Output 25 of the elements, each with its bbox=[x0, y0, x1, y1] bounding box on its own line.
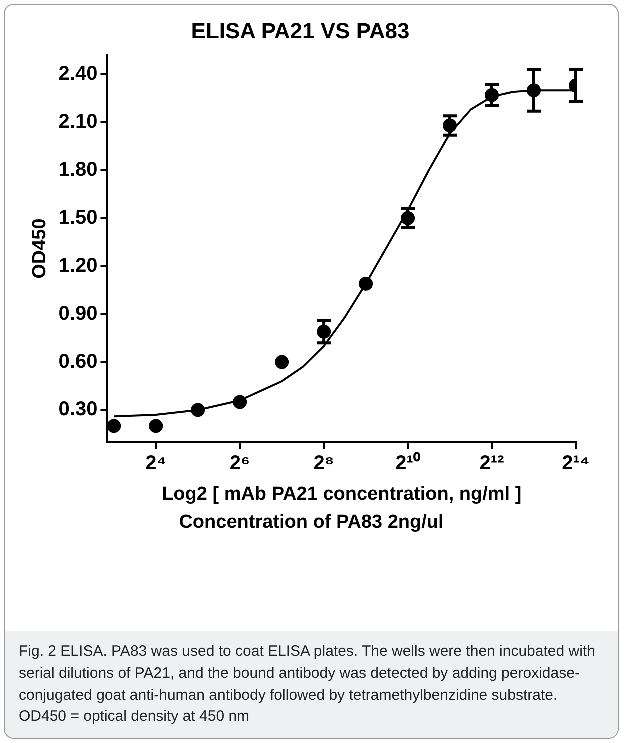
x-axis-title: Log2 [ mAb PA21 concentration, ng/ml ] bbox=[162, 484, 522, 505]
x-tick-label: 2¹⁰ bbox=[396, 452, 420, 475]
x-tick-label: 2⁶ bbox=[230, 452, 250, 475]
text: Concentration of PA83 2ng/ul bbox=[178, 512, 445, 534]
x-tick-label: 2¹² bbox=[480, 452, 505, 475]
x-tick-label: 2⁴ bbox=[146, 452, 167, 475]
y-tick-label: 1.20 bbox=[58, 254, 98, 277]
y-tick-label: 0.90 bbox=[58, 302, 98, 325]
x-tick-label: 2¹⁴ bbox=[562, 452, 590, 475]
point bbox=[233, 395, 248, 410]
caption: Fig. 2 ELISA. PA83 was used to coat ELISA plates. The wells were then incubated with serial dilutions of PA21, and the bound antibody was detected by adding peroxidase-conjugated goat anti-human antibody followed by tetramethylbenzidine substrate. OD450 = optical density at 450 nm bbox=[19, 642, 596, 728]
y-tick-label: 2.10 bbox=[58, 111, 98, 134]
y-axis-title: OD450 bbox=[30, 218, 51, 279]
point bbox=[191, 403, 206, 418]
x-tick-label: 2⁸ bbox=[314, 452, 334, 475]
point bbox=[149, 419, 164, 434]
chart-title: ELISA PA21 VS PA83 bbox=[191, 18, 410, 44]
point bbox=[275, 355, 290, 370]
y-tick-label: 0.60 bbox=[58, 350, 98, 373]
point bbox=[359, 276, 374, 291]
y-tick-label: 1.80 bbox=[58, 158, 98, 181]
point bbox=[108, 419, 122, 434]
y-tick-label: 2.40 bbox=[58, 63, 98, 86]
y-tick-label: 1.50 bbox=[58, 206, 98, 229]
y-tick-label: 0.30 bbox=[58, 398, 98, 421]
